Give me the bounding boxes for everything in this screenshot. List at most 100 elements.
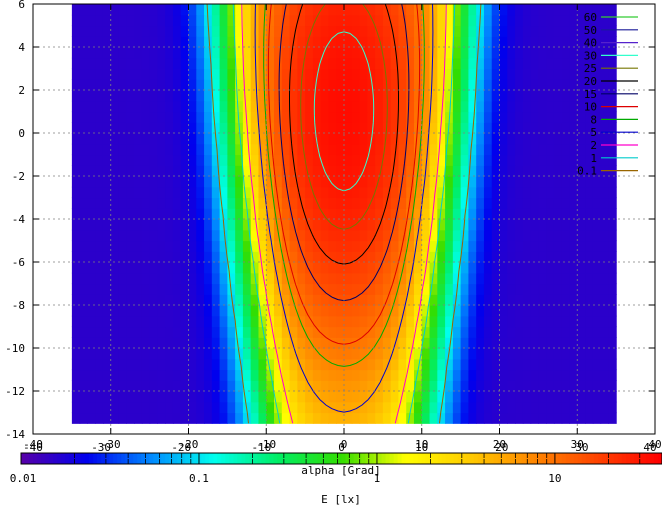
heatmap-cell bbox=[608, 68, 617, 80]
heatmap-cell bbox=[546, 186, 555, 199]
heatmap-cell bbox=[172, 294, 182, 306]
heatmap-cell bbox=[445, 369, 454, 381]
heatmap-cell bbox=[204, 326, 213, 338]
heatmap-cell bbox=[445, 326, 454, 338]
heatmap-cell bbox=[398, 294, 407, 306]
heatmap-cell bbox=[305, 251, 314, 263]
heatmap-cell bbox=[577, 100, 586, 113]
heatmap-cell bbox=[320, 14, 330, 27]
heatmap-cell bbox=[305, 348, 314, 360]
heatmap-cell bbox=[515, 348, 524, 360]
heatmap-cell bbox=[483, 326, 493, 338]
heatmap-cell bbox=[437, 14, 446, 27]
heatmap-cell bbox=[289, 401, 298, 414]
heatmap-cell bbox=[235, 154, 244, 166]
heatmap-cell bbox=[429, 79, 438, 91]
heatmap-cell bbox=[312, 219, 322, 231]
heatmap-cell bbox=[530, 369, 539, 381]
heatmap-cell bbox=[375, 122, 384, 134]
heatmap-cell bbox=[553, 14, 563, 27]
heatmap-cell bbox=[452, 165, 462, 177]
heatmap-cell bbox=[289, 68, 298, 80]
heatmap-cell bbox=[530, 90, 539, 102]
heatmap-cell bbox=[188, 315, 197, 328]
heatmap-cell bbox=[569, 337, 578, 349]
heatmap-cell bbox=[312, 283, 322, 295]
heatmap-cell bbox=[250, 337, 260, 349]
heatmap-cell bbox=[367, 47, 376, 59]
heatmap-cell bbox=[421, 25, 431, 37]
e-tick-label: 0.1 bbox=[189, 472, 209, 485]
heatmap-cell bbox=[491, 122, 501, 134]
heatmap-cell bbox=[110, 358, 120, 371]
heatmap-cell bbox=[172, 315, 182, 328]
heatmap-cell bbox=[180, 380, 190, 392]
heatmap-cell bbox=[429, 68, 438, 80]
heatmap-cell bbox=[305, 25, 314, 37]
heatmap-cell bbox=[608, 358, 617, 371]
heatmap-cell bbox=[421, 219, 431, 231]
heatmap-cell bbox=[344, 219, 353, 231]
heatmap-cell bbox=[507, 57, 516, 70]
heatmap-cell bbox=[281, 133, 291, 145]
heatmap-cell bbox=[211, 79, 221, 91]
heatmap-cell bbox=[281, 25, 291, 37]
heatmap-cell bbox=[211, 90, 221, 102]
heatmap-cell bbox=[102, 208, 112, 220]
heatmap-cell bbox=[460, 36, 469, 48]
heatmap-cell bbox=[141, 100, 151, 113]
heatmap-cell bbox=[258, 47, 267, 59]
heatmap-cell bbox=[413, 412, 423, 424]
heatmap-cell bbox=[382, 240, 392, 252]
heatmap-cell bbox=[87, 412, 96, 424]
heatmap-cell bbox=[344, 165, 353, 177]
heatmap-cell bbox=[413, 369, 423, 381]
heatmap-cell bbox=[227, 154, 236, 166]
colorbar-cell bbox=[241, 453, 246, 464]
heatmap-cell bbox=[320, 36, 330, 48]
heatmap-cell bbox=[188, 229, 197, 242]
heatmap-cell bbox=[553, 133, 563, 145]
heatmap-cell bbox=[102, 100, 112, 113]
heatmap-cell bbox=[281, 401, 291, 414]
heatmap-cell bbox=[538, 186, 547, 199]
heatmap-cell bbox=[390, 369, 400, 381]
heatmap-cell bbox=[515, 68, 524, 80]
heatmap-cell bbox=[336, 57, 345, 70]
heatmap-cell bbox=[95, 219, 104, 231]
colorbar-cell bbox=[641, 453, 647, 464]
heatmap-cell bbox=[211, 197, 221, 209]
heatmap-cell bbox=[437, 315, 446, 328]
heatmap-cell bbox=[227, 229, 236, 242]
heatmap-cell bbox=[289, 208, 298, 220]
heatmap-cell bbox=[242, 100, 252, 113]
heatmap-cell bbox=[87, 68, 96, 80]
heatmap-cell bbox=[71, 380, 81, 392]
heatmap-cell bbox=[421, 305, 431, 317]
heatmap-cell bbox=[79, 165, 89, 177]
heatmap-cell bbox=[608, 401, 617, 414]
heatmap-cell bbox=[600, 79, 609, 91]
heatmap-cell bbox=[242, 412, 252, 424]
heatmap-cell bbox=[312, 186, 322, 199]
colorbar-cell bbox=[205, 453, 210, 464]
heatmap-cell bbox=[375, 240, 384, 252]
heatmap-cell bbox=[71, 186, 81, 199]
heatmap-cell bbox=[499, 111, 508, 123]
heatmap-cell bbox=[429, 122, 438, 134]
heatmap-cell bbox=[546, 380, 555, 392]
heatmap-cell bbox=[592, 315, 602, 328]
heatmap-cell bbox=[305, 4, 314, 16]
colorbar-cell bbox=[417, 453, 423, 464]
colorbar-cell bbox=[209, 453, 214, 464]
heatmap-cell bbox=[165, 337, 174, 349]
heatmap-cell bbox=[600, 14, 609, 27]
heatmap-cell bbox=[266, 47, 275, 59]
heatmap-cell bbox=[406, 57, 415, 70]
heatmap-cell bbox=[483, 391, 493, 403]
heatmap-cell bbox=[274, 25, 283, 37]
heatmap-cell bbox=[413, 380, 423, 392]
heatmap-cell bbox=[157, 283, 166, 295]
heatmap-cell bbox=[95, 305, 104, 317]
heatmap-cell bbox=[437, 358, 446, 371]
